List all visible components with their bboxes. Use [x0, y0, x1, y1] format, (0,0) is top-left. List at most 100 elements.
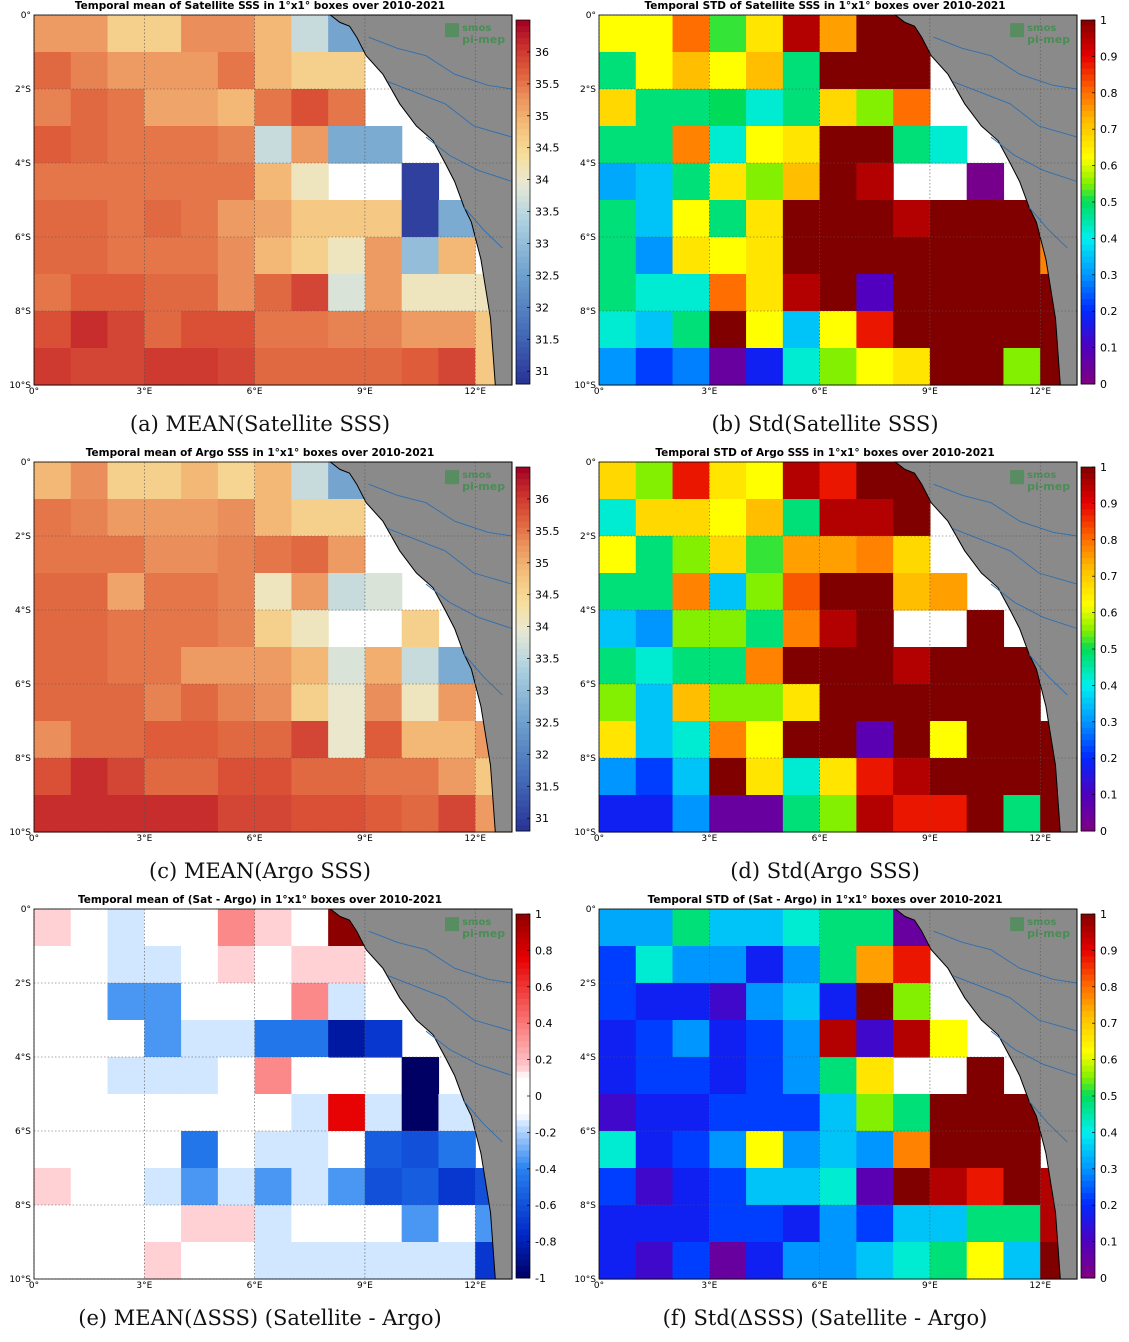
grid-cell — [107, 52, 145, 90]
colorbar-segment — [516, 974, 530, 982]
grid-cell — [929, 1020, 968, 1058]
grid-cell — [34, 348, 72, 386]
grid-cell — [181, 499, 219, 537]
colorbar-segment — [1081, 655, 1095, 662]
grid-cell — [144, 1020, 182, 1058]
colorbar-segment — [516, 1065, 530, 1073]
grid-cell — [672, 462, 710, 500]
colorbar-segment — [516, 165, 530, 173]
grid-cell — [672, 758, 710, 796]
colorbar-segment — [516, 1017, 530, 1024]
grid-cell — [599, 126, 637, 164]
grid-cell — [181, 1057, 219, 1095]
grid-cell — [364, 348, 403, 386]
colorbar-segment — [1081, 86, 1095, 94]
colorbar-segment — [516, 980, 530, 988]
grid-cell — [181, 200, 219, 238]
grid-cell — [291, 684, 329, 722]
grid-cell — [966, 348, 1005, 386]
colorbar-segment — [1081, 359, 1095, 367]
colorbar-segment — [516, 545, 530, 553]
colorbar-segment — [1081, 117, 1095, 124]
y-tick-label: 8°S — [15, 307, 31, 317]
y-tick-label: 8°S — [580, 307, 596, 317]
grid-cell — [672, 647, 710, 685]
colorbar-segment — [1081, 20, 1095, 27]
colorbar-segment — [1081, 377, 1095, 385]
colorbar-segment — [1081, 1017, 1095, 1024]
grid-cell — [217, 536, 256, 574]
grid-cell — [328, 311, 366, 349]
grid-cell — [856, 909, 894, 947]
grid-cell — [893, 795, 931, 833]
grid-cell — [438, 1168, 476, 1206]
panel-d: Temporal STD of Argo SSS in 1°x1° boxes … — [565, 447, 1129, 894]
colorbar-segment — [516, 1193, 530, 1200]
grid-cell — [929, 647, 968, 685]
x-tick-label: 0° — [29, 387, 39, 397]
grid-cell — [966, 163, 1005, 201]
grid-cell — [819, 647, 857, 685]
grid-cell — [782, 1094, 821, 1132]
colorbar-segment — [1081, 1199, 1095, 1206]
colorbar-segment — [1081, 220, 1095, 227]
colorbar-segment — [1081, 32, 1095, 39]
colorbar-segment — [516, 721, 530, 729]
colorbar-segment — [1081, 1193, 1095, 1200]
grid-cell — [782, 163, 821, 201]
grid-cell — [328, 348, 366, 386]
y-tick-label: 0° — [586, 11, 596, 21]
x-tick-label: 6°E — [812, 387, 828, 397]
colorbar-segment — [1081, 232, 1095, 239]
grid-cell — [599, 758, 637, 796]
colorbar-segment — [1081, 473, 1095, 480]
colorbar-tick-label: 0.8 — [1100, 981, 1118, 994]
grid-cell — [709, 237, 747, 275]
colorbar-segment — [516, 564, 530, 571]
colorbar-segment — [516, 1259, 530, 1267]
colorbar-segment — [516, 1168, 530, 1176]
grid-cell — [819, 126, 857, 164]
colorbar-tick-label: 0 — [1100, 378, 1107, 391]
colorbar-segment — [516, 32, 530, 39]
y-tick-label: 4°S — [15, 606, 31, 616]
grid-cell — [364, 1168, 403, 1206]
grid-cell — [819, 684, 857, 722]
grid-cell — [672, 909, 710, 947]
logo-line1: smos — [1027, 470, 1056, 481]
grid-cell — [438, 1205, 476, 1243]
grid-cell — [328, 647, 366, 685]
grid-cell — [746, 163, 784, 201]
grid-cell — [599, 15, 637, 53]
river-line — [990, 1030, 1078, 1076]
grid-cell — [709, 909, 747, 947]
colorbar-segment — [1081, 1029, 1095, 1036]
x-tick-label: 9°E — [357, 387, 373, 397]
colorbar-segment — [516, 286, 530, 294]
grid-cell — [966, 684, 1005, 722]
grid-cell — [291, 163, 329, 201]
grid-cell — [709, 721, 747, 759]
grid-cell — [34, 1205, 72, 1243]
colorbar-segment — [1081, 1156, 1095, 1164]
grid-cell — [144, 536, 182, 574]
colorbar-segment — [516, 576, 530, 583]
colorbar-segment — [516, 1096, 530, 1103]
grid-cell — [856, 1131, 894, 1169]
grid-cell — [144, 237, 182, 275]
colorbar-frame — [515, 466, 531, 832]
grid-cell — [966, 237, 1005, 275]
grid-cell — [364, 758, 403, 796]
grid-cell — [34, 647, 72, 685]
grid-cell — [254, 15, 292, 53]
grid-cell — [254, 1205, 292, 1243]
grid-cell — [364, 1094, 403, 1132]
grid-cell — [217, 462, 256, 500]
colorbar-segment — [516, 1029, 530, 1036]
x-tick-label: 3°E — [136, 834, 152, 844]
grid-cell — [144, 1094, 182, 1132]
colorbar-segment — [1081, 68, 1095, 76]
colorbar-segment — [1081, 968, 1095, 976]
